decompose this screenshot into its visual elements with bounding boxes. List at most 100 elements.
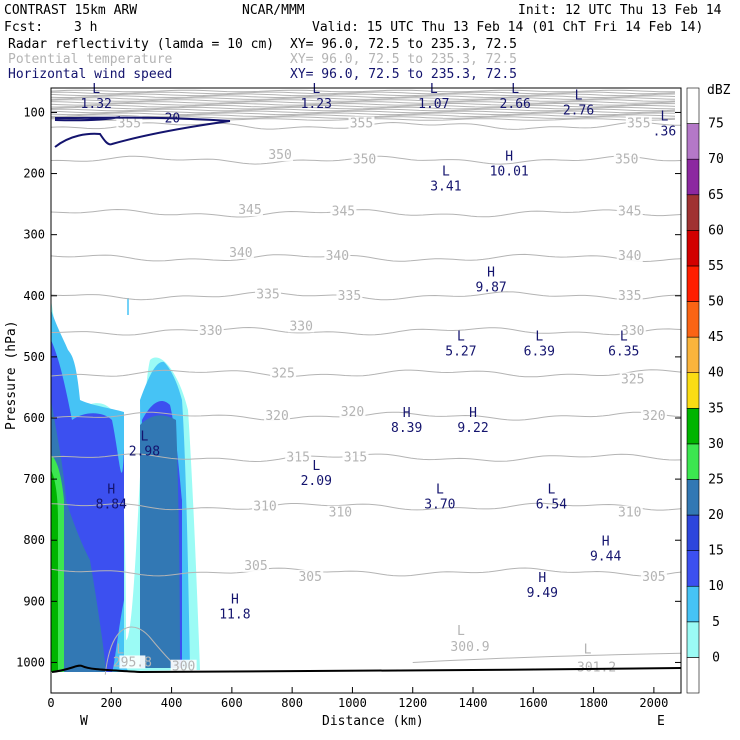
- theta-extremum-type: L: [457, 624, 465, 639]
- wind-extremum-value: 6.39: [524, 345, 555, 360]
- y-tick-label: 600: [23, 411, 45, 425]
- x-tick-label: 400: [161, 696, 183, 710]
- colorbar-swatch: [686, 87, 700, 124]
- header: CONTRAST 15km ARW NCAR/MMM Init: 12 UTC …: [4, 3, 722, 82]
- colorbar-level: 65: [708, 188, 724, 203]
- init-time: Init: 12 UTC Thu 13 Feb 14: [518, 3, 722, 18]
- colorbar-swatch: [686, 336, 700, 374]
- isentrope-label-bg: [327, 505, 354, 519]
- isentrope-label: 330: [289, 319, 312, 334]
- x-axis-title: Distance (km): [322, 714, 424, 729]
- wind-extremum-type: L: [620, 330, 628, 345]
- isentrope-label-bg: [616, 505, 643, 519]
- isentrope-label-bg: [625, 116, 652, 130]
- x-tick-label: 2000: [639, 696, 668, 710]
- colorbar-level: 55: [708, 259, 724, 274]
- colorbar-level: 75: [708, 117, 724, 132]
- wind-extremum-value: 10.01: [490, 164, 529, 179]
- isentrope-320: [51, 411, 681, 421]
- isentrope-label-bg: [351, 152, 378, 166]
- isentrope-label-bg: [616, 204, 643, 218]
- isentrope-label: 340: [326, 249, 349, 264]
- isentrope-label: 300.9: [450, 640, 489, 655]
- wind-extremum-type: L: [436, 482, 444, 497]
- isentrope-label: 355: [350, 116, 373, 131]
- isentrope-340: [51, 253, 681, 263]
- wind-extremum-type: H: [487, 266, 495, 281]
- y-tick-label: 1000: [16, 655, 45, 669]
- x-tick-label: 800: [281, 696, 303, 710]
- colorbar-swatch: [686, 550, 700, 587]
- isentrope-label: 325: [621, 373, 644, 388]
- colorbar-unit: dBZ: [707, 83, 731, 98]
- isentrope-label-bg: [339, 404, 366, 418]
- colorbar-swatch: [686, 407, 700, 445]
- isentrope-upper: [51, 93, 676, 97]
- reflectivity-30dbz: [51, 470, 58, 672]
- colorbar-level: 20: [708, 508, 724, 523]
- isentrope-label-bg: [236, 203, 263, 217]
- isentrope-345: [51, 208, 681, 218]
- isentrope-305: [51, 567, 681, 577]
- wind-extremum-type: L: [547, 482, 555, 497]
- isentrope-label-bg: [616, 288, 643, 302]
- isentrope-label: 310: [618, 506, 641, 521]
- isentrope-label: 315: [286, 451, 309, 466]
- wind-extremum-type: H: [602, 534, 610, 549]
- wind-extremum-value: 6.54: [536, 497, 567, 512]
- isentrope-label-bg: [242, 558, 269, 572]
- wind-extremum-value: .36: [653, 125, 676, 140]
- wind-extremum-value: 11.8: [219, 607, 250, 622]
- isentrope-label-bg: [285, 450, 312, 464]
- y-axis: 100 200 300 400 500 600 700 800 900 1000: [16, 105, 681, 669]
- x-axis-west: W: [80, 714, 88, 729]
- isentrope-label-bg: [297, 569, 324, 583]
- isentrope-325: [51, 369, 681, 378]
- isentrope-label: 330: [199, 324, 222, 339]
- colorbar-swatch: [686, 585, 700, 623]
- colorbar-swatch: [686, 265, 700, 302]
- isentrope-upper: [51, 110, 676, 114]
- y-tick-label: 900: [23, 594, 45, 608]
- wind-extremum-value: 9.22: [457, 421, 488, 436]
- isentrope-label: 340: [229, 246, 252, 261]
- plot-frame: [50, 87, 682, 694]
- wind-extremum-value: 5.27: [445, 345, 476, 360]
- isentrope-label-bg: [616, 249, 643, 263]
- wind-extremum-value: 2.98: [129, 444, 160, 459]
- y-tick-label: 200: [23, 167, 45, 181]
- wind-extremum-type: H: [538, 571, 546, 586]
- colorbar-level: 35: [708, 401, 724, 416]
- isentrope-surface: [412, 652, 681, 663]
- isentrope-label-bg: [342, 450, 369, 464]
- isentrope-label-bg: [619, 324, 646, 338]
- theta-extremum-type: L: [116, 642, 124, 657]
- wind-extremum-value: 3.41: [430, 180, 461, 195]
- isentrope-label: 310: [253, 500, 276, 515]
- colorbar-swatch: [686, 301, 700, 338]
- colorbar-swatch: [686, 123, 700, 160]
- isentrope-label-bg: [336, 288, 363, 302]
- isentrope-label-bg: [264, 409, 291, 423]
- x-axis: 0 200 400 600 800 1000 1200 1400 1600 1800 2000: [47, 687, 668, 710]
- isentrope-label: 335: [618, 289, 641, 304]
- isentrope-label-bg: [288, 319, 315, 333]
- wind-extremum-type: H: [231, 592, 239, 607]
- wind-extremum-value: 2.09: [301, 474, 332, 489]
- field-xy-theta: XY= 96.0, 72.5 to 235.3, 72.5: [290, 52, 517, 67]
- isentrope-upper: [51, 101, 676, 104]
- colorbar-level: 10: [708, 579, 724, 594]
- isentrope-upper: [51, 97, 676, 100]
- wind-extremum-type: L: [661, 110, 669, 125]
- isentrope-label: 340: [618, 249, 641, 264]
- wind-extremum-type: H: [505, 149, 513, 164]
- wind-extremum-type: H: [469, 406, 477, 421]
- isentrope-label: 355: [627, 116, 650, 131]
- isentrope-upper: [51, 102, 676, 106]
- field-xy-reflectivity: XY= 96.0, 72.5 to 235.3, 72.5: [290, 37, 517, 52]
- isentrope-label: 345: [332, 204, 355, 219]
- colorbar-level: 5: [712, 615, 720, 630]
- isentrope-upper: [51, 104, 676, 108]
- potential-temperature-contours: [51, 89, 681, 675]
